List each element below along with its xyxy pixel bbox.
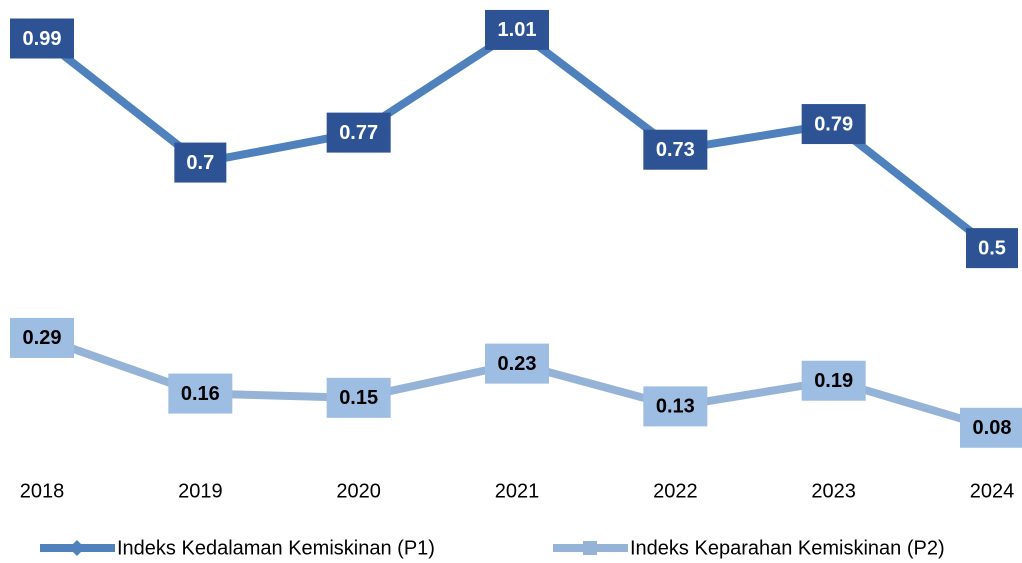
data-label: 0.13 (656, 396, 695, 418)
legend-label: Indeks Keparahan Kemiskinan (P2) (630, 537, 945, 559)
data-label-box (10, 317, 74, 358)
data-label-box (966, 228, 1018, 269)
data-label-box (174, 142, 227, 183)
x-tick-label: 2023 (811, 480, 856, 502)
data-label-box (10, 18, 74, 59)
legend-marker (583, 541, 597, 555)
data-label: 0.73 (656, 139, 695, 161)
data-label: 0.29 (23, 327, 62, 349)
x-tick-label: 2024 (970, 480, 1015, 502)
x-tick-label: 2018 (20, 480, 65, 502)
data-label: 1.01 (498, 19, 537, 41)
data-label: 0.15 (339, 387, 378, 409)
data-label-box (960, 407, 1022, 448)
data-label-box (485, 9, 549, 50)
data-label-box (801, 360, 866, 401)
data-label: 0.99 (23, 28, 62, 50)
legend-label: Indeks Kedalaman Kemiskinan (P1) (117, 537, 435, 559)
data-label: 0.7 (186, 152, 214, 174)
data-label: 0.23 (498, 353, 537, 375)
x-tick-label: 2019 (178, 480, 223, 502)
data-label-box (801, 104, 866, 145)
data-label: 0.16 (181, 383, 220, 405)
data-label-box (326, 112, 391, 153)
x-tick-label: 2022 (653, 480, 698, 502)
data-label-box (643, 386, 708, 427)
data-label: 0.79 (814, 113, 853, 135)
data-label-box (168, 373, 233, 414)
data-label-box (643, 129, 708, 170)
data-label: 0.08 (973, 417, 1012, 439)
data-label: 0.19 (814, 370, 853, 392)
data-label-box (485, 343, 549, 384)
x-tick-label: 2020 (336, 480, 381, 502)
data-label: 0.5 (978, 237, 1006, 259)
legend-marker (69, 540, 85, 556)
data-label-box (326, 377, 391, 418)
data-label: 0.77 (339, 122, 378, 144)
x-tick-label: 2021 (495, 480, 540, 502)
